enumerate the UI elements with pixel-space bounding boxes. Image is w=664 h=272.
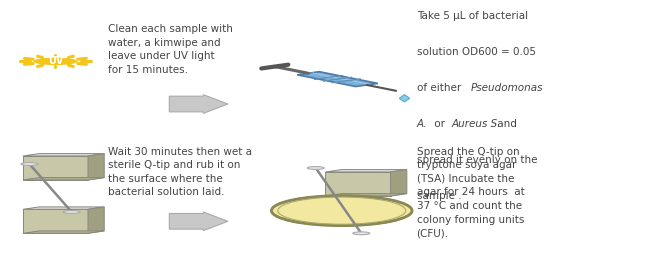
Text: Spread the Q-tip on
tryptone soya agar
(TSA) Incubate the
agar for 24 hours  at
: Spread the Q-tip on tryptone soya agar (… [416,147,525,238]
Polygon shape [332,79,361,83]
Text: Clean each sample with
water, a kimwipe and
leave under UV light
for 15 minutes.: Clean each sample with water, a kimwipe … [108,24,232,75]
Polygon shape [325,169,407,172]
Text: Pseudomonas: Pseudomonas [471,83,543,93]
Polygon shape [310,73,372,85]
Polygon shape [169,212,228,231]
Polygon shape [23,156,88,180]
Text: Wait 30 minutes then wet a
sterile Q-tip and rub it on
the surface where the
bac: Wait 30 minutes then wet a sterile Q-tip… [108,147,252,197]
Ellipse shape [33,58,78,65]
Text: UV: UV [48,56,63,66]
Polygon shape [314,75,343,79]
Polygon shape [169,95,228,113]
Polygon shape [23,154,104,156]
Ellipse shape [307,166,324,169]
Polygon shape [323,77,352,81]
Polygon shape [399,95,410,102]
Text: spread it evenly on the: spread it evenly on the [416,155,537,165]
Polygon shape [325,194,407,196]
Polygon shape [23,231,104,233]
Text: or: or [431,119,448,129]
Text: solution OD600 = 0.05: solution OD600 = 0.05 [416,47,536,57]
Ellipse shape [353,232,370,235]
Ellipse shape [272,196,412,225]
Polygon shape [390,169,407,196]
Ellipse shape [21,163,38,165]
Text: Take 5 μL of bacterial: Take 5 μL of bacterial [416,11,528,21]
Ellipse shape [63,211,80,214]
Polygon shape [325,172,390,196]
Text: of either: of either [416,83,464,93]
Polygon shape [297,72,378,86]
Polygon shape [23,207,104,209]
Text: and: and [494,119,517,129]
Text: A.: A. [416,119,427,129]
Text: Aureus S.: Aureus S. [451,119,501,129]
Polygon shape [23,209,88,233]
Polygon shape [88,207,104,233]
Polygon shape [23,178,104,180]
Text: sample .: sample . [416,191,461,201]
Polygon shape [88,154,104,180]
